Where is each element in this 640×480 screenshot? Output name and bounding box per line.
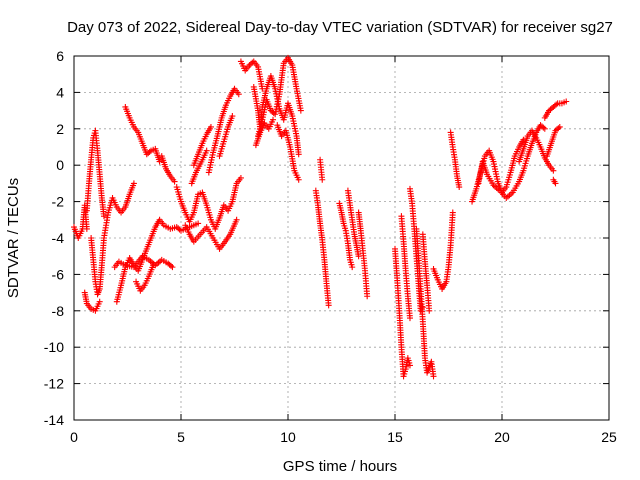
data-point <box>146 148 153 155</box>
data-point <box>456 184 463 191</box>
data-point <box>541 125 548 132</box>
y-tick-labels: -14 -12 -10 -8 -6 -4 -2 0 2 4 6 <box>44 48 64 428</box>
data-point <box>169 264 176 271</box>
data-point <box>156 158 163 165</box>
y-tick-label: 4 <box>56 84 64 100</box>
data-point <box>540 124 547 131</box>
data-point <box>406 362 413 369</box>
x-tick-labels: 0 5 10 15 20 25 <box>70 429 617 445</box>
data-point <box>150 262 157 269</box>
y-axis-label: SDTVAR / TECUs <box>5 178 22 298</box>
x-tick-label: 0 <box>70 429 78 445</box>
chart-title: Day 073 of 2022, Sidereal Day-to-day VTE… <box>67 19 613 36</box>
x-tick-label: 15 <box>387 429 403 445</box>
data-point <box>553 101 560 108</box>
data-point <box>349 264 356 271</box>
data-point <box>168 262 175 269</box>
data-point <box>430 373 437 380</box>
data-point <box>319 176 326 183</box>
x-tick-label: 25 <box>601 429 617 445</box>
data-point <box>295 176 302 183</box>
data-point <box>555 125 562 132</box>
y-tick-label: -2 <box>52 194 65 210</box>
data-point <box>171 178 178 185</box>
x-tick-label: 10 <box>280 429 296 445</box>
data-point <box>130 180 137 187</box>
data-point <box>235 91 242 98</box>
data-point <box>406 315 413 322</box>
data-point <box>96 298 103 305</box>
data-point <box>233 216 240 223</box>
data-point <box>364 293 371 300</box>
y-tick-label: 6 <box>56 48 64 64</box>
data-points <box>71 54 570 380</box>
data-point <box>325 302 332 309</box>
x-axis-label: GPS time / hours <box>283 458 397 475</box>
y-tick-label: -8 <box>52 303 65 319</box>
y-tick-label: -14 <box>44 412 64 428</box>
data-point <box>249 59 256 66</box>
y-tick-label: -12 <box>44 376 64 392</box>
y-tick-label: 0 <box>56 157 64 173</box>
data-point <box>563 98 570 105</box>
data-point <box>270 116 277 123</box>
x-tick-label: 20 <box>494 429 510 445</box>
data-point <box>195 220 202 227</box>
data-point <box>297 107 304 114</box>
y-tick-label: -4 <box>52 230 65 246</box>
data-point <box>100 213 107 220</box>
y-tick-label: -6 <box>52 266 65 282</box>
data-point <box>83 225 90 232</box>
y-tick-label: 2 <box>56 121 64 137</box>
y-tick-label: -10 <box>44 339 64 355</box>
data-point <box>203 147 210 154</box>
x-tick-label: 5 <box>177 429 185 445</box>
grid <box>74 56 609 420</box>
data-point <box>449 209 456 216</box>
data-point <box>229 113 236 120</box>
data-point <box>552 180 559 187</box>
data-point <box>426 307 433 314</box>
data-point <box>556 123 563 130</box>
data-point <box>207 123 214 130</box>
data-point <box>550 167 557 174</box>
data-point <box>295 151 302 158</box>
data-point <box>237 174 244 181</box>
